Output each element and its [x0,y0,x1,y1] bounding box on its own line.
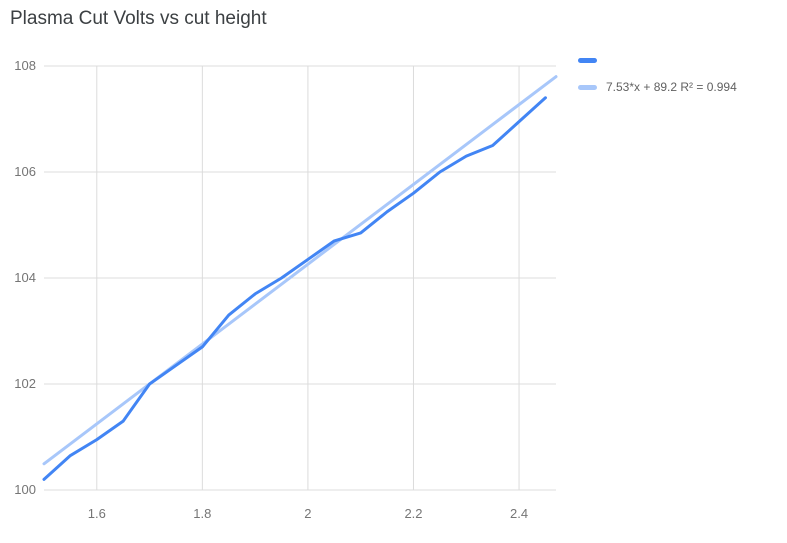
chart-legend: 7.53*x + 89.2 R² = 0.994 [578,58,737,111]
series-line [42,96,547,481]
legend-item-trendline: 7.53*x + 89.2 R² = 0.994 [578,80,737,94]
x-axis-tick-label: 2 [304,506,311,521]
legend-label-trendline: 7.53*x + 89.2 R² = 0.994 [606,80,737,94]
y-axis-tick-label: 102 [14,376,36,391]
x-axis-tick-label: 2.4 [510,506,528,521]
y-axis-tick-label: 108 [14,58,36,73]
series-swatch-icon [578,58,597,63]
chart-title: Plasma Cut Volts vs cut height [10,8,267,29]
trendline [42,75,558,466]
x-axis-tick-label: 2.2 [404,506,422,521]
x-axis-tick-label: 1.6 [88,506,106,521]
legend-item-series [578,58,737,63]
y-axis-tick-label: 106 [14,164,36,179]
y-axis-tick-label: 104 [14,270,36,285]
x-axis-tick-label: 1.8 [193,506,211,521]
y-axis-tick-label: 100 [14,482,36,497]
trendline-swatch-icon [578,84,597,90]
